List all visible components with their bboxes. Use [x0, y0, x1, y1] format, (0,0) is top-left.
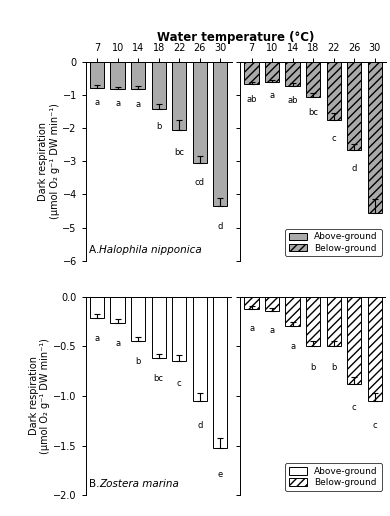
Y-axis label: Dark respiration
(μmol O₂ g⁻¹ DW min⁻¹): Dark respiration (μmol O₂ g⁻¹ DW min⁻¹): [38, 103, 60, 219]
Text: a: a: [290, 342, 295, 351]
Text: b: b: [310, 363, 316, 372]
Bar: [347, 62, 362, 150]
Text: d: d: [352, 164, 357, 173]
Text: cd: cd: [195, 178, 205, 187]
Bar: [245, 62, 259, 85]
Text: a: a: [94, 99, 100, 107]
Bar: [172, 297, 186, 361]
Text: c: c: [332, 135, 336, 143]
Bar: [326, 297, 341, 346]
Text: b: b: [331, 363, 337, 372]
Text: bc: bc: [174, 148, 184, 157]
Text: A.: A.: [89, 245, 102, 255]
Bar: [131, 297, 145, 341]
Bar: [347, 297, 362, 384]
Y-axis label: Dark respiration
(μmol O₂ g⁻¹ DW min⁻¹): Dark respiration (μmol O₂ g⁻¹ DW min⁻¹): [29, 338, 50, 454]
Text: bc: bc: [308, 108, 318, 117]
Bar: [172, 62, 186, 130]
Bar: [245, 297, 259, 310]
Legend: Above-ground, Below-ground: Above-ground, Below-ground: [285, 229, 381, 256]
Bar: [193, 297, 207, 401]
Text: a: a: [249, 325, 254, 333]
Bar: [90, 62, 104, 88]
Text: bc: bc: [154, 374, 164, 383]
Bar: [151, 297, 166, 358]
Bar: [285, 297, 300, 326]
Text: c: c: [352, 403, 356, 412]
Bar: [131, 62, 145, 89]
Text: e: e: [218, 470, 223, 478]
Bar: [285, 62, 300, 86]
Text: d: d: [197, 421, 202, 430]
Bar: [151, 62, 166, 109]
Text: Water temperature (°C): Water temperature (°C): [157, 31, 315, 44]
Text: Zostera marina: Zostera marina: [99, 479, 179, 489]
Bar: [265, 62, 279, 82]
Bar: [110, 297, 125, 324]
Bar: [213, 62, 227, 206]
Text: b: b: [135, 357, 141, 366]
Bar: [306, 297, 321, 346]
Bar: [265, 297, 279, 312]
Text: a: a: [94, 334, 100, 343]
Text: b: b: [156, 122, 161, 131]
Bar: [110, 62, 125, 89]
Bar: [368, 62, 382, 213]
Text: d: d: [218, 222, 223, 231]
Bar: [306, 62, 321, 96]
Text: a: a: [115, 340, 120, 348]
Bar: [213, 297, 227, 448]
Text: Halophila nipponica: Halophila nipponica: [99, 245, 202, 255]
Text: c: c: [372, 421, 377, 430]
Text: B.: B.: [89, 479, 103, 489]
Text: d: d: [372, 234, 378, 243]
Text: a: a: [269, 91, 275, 101]
Text: c: c: [177, 379, 181, 388]
Bar: [368, 297, 382, 401]
Bar: [326, 62, 341, 120]
Text: a: a: [269, 326, 275, 335]
Bar: [90, 297, 104, 318]
Bar: [193, 62, 207, 163]
Text: a: a: [115, 100, 120, 108]
Text: a: a: [136, 100, 141, 109]
Text: ab: ab: [246, 95, 257, 104]
Legend: Above-ground, Below-ground: Above-ground, Below-ground: [285, 463, 381, 491]
Text: ab: ab: [287, 96, 298, 105]
